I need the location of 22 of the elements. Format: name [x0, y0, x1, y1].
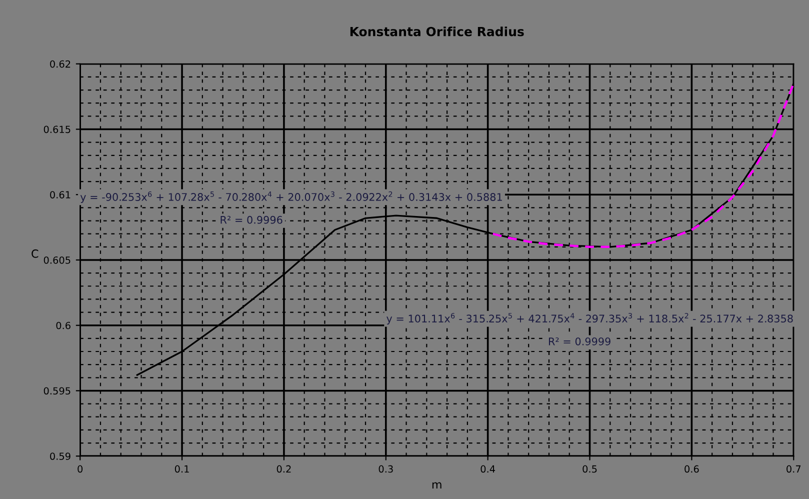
chart-title: Konstanta Orifice Radius: [350, 26, 524, 36]
x-tick-label: 0.4: [480, 465, 496, 473]
y-tick-label: 0.61: [50, 191, 70, 198]
y-axis-title: C: [32, 249, 38, 258]
annotation: R² = 0.9996: [220, 216, 282, 224]
x-tick-label: 0.7: [786, 465, 801, 473]
x-tick-label: 0.3: [378, 465, 393, 473]
x-tick-label: 0: [78, 465, 83, 473]
x-tick-label: 0.2: [276, 465, 291, 473]
annotation: R² = 0.9999: [548, 337, 610, 346]
y-tick-label: 0.59: [50, 452, 70, 460]
y-tick-label: 0.595: [44, 387, 70, 395]
x-tick-label: 0.5: [582, 465, 597, 473]
y-tick-label: 0.6: [56, 322, 70, 330]
text: y = -90.253x$^{6}$ + 107.28x$^{5}$ - 70.280x$^{4}$ + 20.070x$^{3}$ - 2.0922x$^{2}$ + 0.3143x + 0.5881: [80, 191, 502, 203]
x-axis-title: m: [432, 482, 442, 489]
x-tick-label: 0.6: [684, 465, 699, 473]
y-tick-label: 0.62: [50, 60, 70, 68]
y-tick-label: 0.615: [44, 126, 70, 134]
x-tick-label: 0.1: [174, 465, 189, 473]
text: y = 101.11x$^{6}$ - 315.25x$^{5}$ + 421.75x$^{4}$ - 297.35x$^{3}$ + 118.5x$^{2}$ - 25.177x + 2.8358: [386, 312, 793, 325]
y-tick-label: 0.605: [44, 256, 70, 264]
